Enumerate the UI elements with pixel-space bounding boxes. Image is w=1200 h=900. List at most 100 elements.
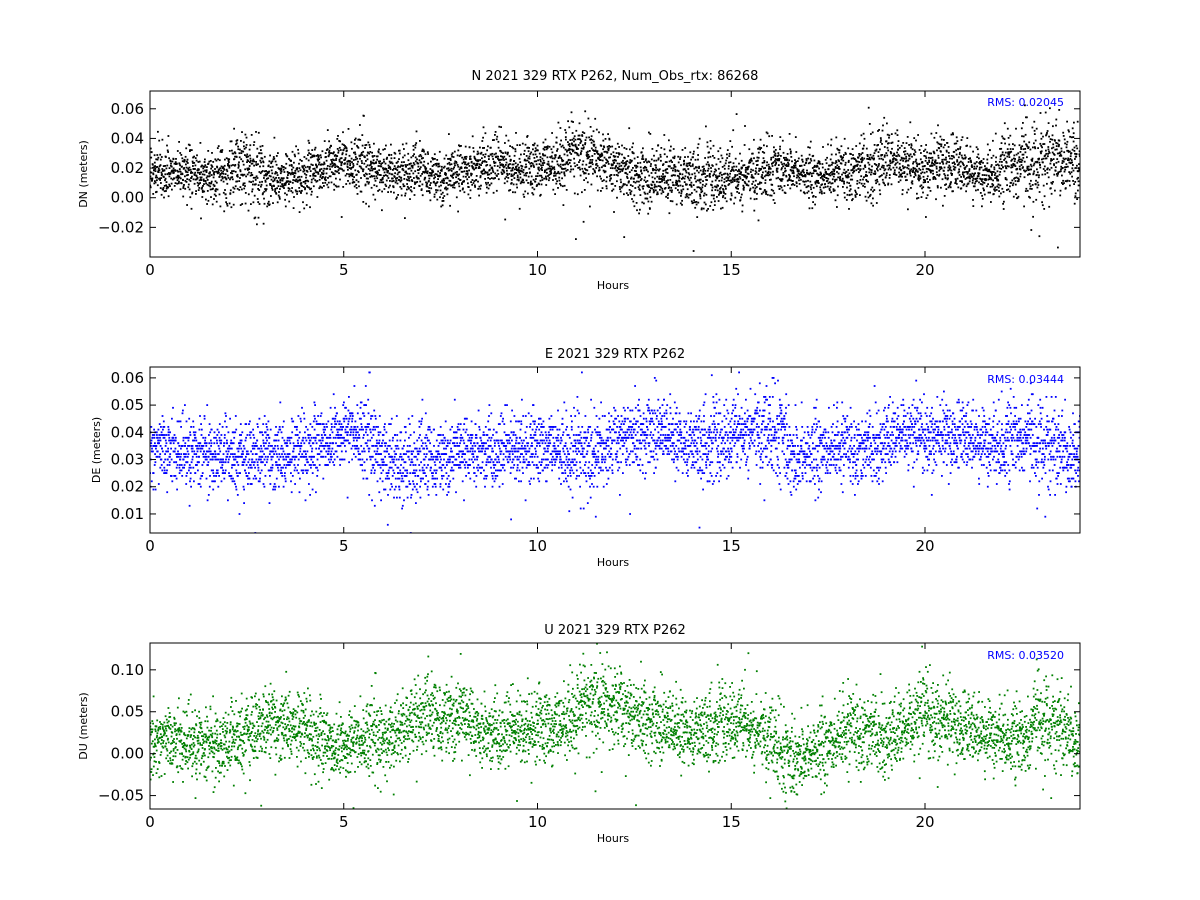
panel-north-data-point <box>557 172 559 175</box>
panel-north-data-point <box>576 164 579 166</box>
panel-north-data-point <box>535 178 537 180</box>
panel-north-data-point <box>336 138 339 140</box>
panel-north-data-point <box>680 164 682 167</box>
panel-north-data-point <box>721 166 724 168</box>
panel-north-data-point <box>486 164 489 166</box>
panel-north-data-point <box>766 174 769 176</box>
panel-north-data-point <box>876 169 879 172</box>
panel-north-data-point <box>217 145 220 147</box>
panel-north-data-point <box>964 178 967 180</box>
panel-north-data-point <box>664 187 667 189</box>
panel-north-data-point <box>737 178 740 181</box>
panel-north-data-point <box>954 182 957 184</box>
panel-north-data-point <box>398 179 401 181</box>
panel-north-data-point <box>204 169 206 172</box>
panel-north-data-point <box>575 129 578 132</box>
panel-north-data-point <box>554 154 557 156</box>
panel-north-data-point <box>350 166 353 169</box>
panel-north-data-point <box>218 176 221 178</box>
panel-north-data-point <box>170 177 173 180</box>
panel-north-data-point <box>955 183 958 185</box>
panel-north-data-point <box>819 171 822 174</box>
panel-north-data-point <box>794 159 796 161</box>
panel-north-data-point <box>549 173 552 175</box>
panel-north-data-point <box>396 166 399 169</box>
panel-north-data-point <box>833 173 836 175</box>
panel-north-data-point <box>486 149 488 152</box>
panel-north-data-point <box>151 163 154 166</box>
panel-north-data-point <box>368 164 371 167</box>
panel-north-data-point <box>185 166 188 169</box>
panel-north-data-point <box>768 173 771 176</box>
panel-north-data-point <box>171 188 173 191</box>
panel-north-data-point <box>1009 134 1012 137</box>
panel-north-data-point <box>495 189 498 192</box>
panel-north-data-point <box>687 177 690 180</box>
panel-north-data-point <box>731 181 734 183</box>
panel-north-data-point <box>221 177 224 180</box>
panel-north-data-point <box>248 180 251 183</box>
panel-north-data-point <box>889 164 891 167</box>
panel-north-data-point <box>541 157 544 160</box>
panel-north-data-point <box>658 168 661 171</box>
panel-north-data-point <box>775 162 777 165</box>
panel-north-data-point <box>485 183 488 186</box>
panel-north-data-point <box>391 180 393 183</box>
panel-north-data-point <box>514 148 517 150</box>
panel-north-data-point <box>605 187 608 190</box>
panel-north-data-point <box>1025 187 1028 190</box>
panel-north-data-point <box>754 179 757 182</box>
panel-north-data-point <box>825 172 828 174</box>
panel-north-data-point <box>260 170 263 173</box>
panel-north-data-point <box>497 155 499 158</box>
panel-north-data-point <box>603 156 606 159</box>
panel-north-data-point <box>475 163 478 165</box>
panel-north-data-point <box>331 165 334 167</box>
panel-north-data-point <box>359 124 361 126</box>
panel-north-data-point <box>501 164 504 167</box>
panel-north-data-point <box>1026 165 1029 168</box>
panel-north-data-point <box>965 190 967 193</box>
panel-north-data-point <box>999 171 1002 173</box>
panel-north-data-point <box>326 129 329 131</box>
panel-north-data-point <box>254 216 257 219</box>
panel-north-data-point <box>956 160 958 163</box>
panel-north-data-point <box>429 168 432 170</box>
panel-north-data-point <box>513 154 516 157</box>
panel-north-data-point <box>823 174 826 176</box>
panel-north-data-point <box>211 203 214 206</box>
panel-north-data-point <box>389 184 391 187</box>
panel-north-data-point <box>994 132 997 135</box>
panel-north-data-point <box>336 148 339 150</box>
panel-north-data-point <box>926 178 928 180</box>
panel-north-data-point <box>387 186 390 189</box>
panel-north-data-point <box>184 175 186 178</box>
panel-north-data-point <box>669 189 672 192</box>
panel-north-data-point <box>475 175 478 177</box>
panel-north-data-point <box>905 142 908 144</box>
panel-north-data-point <box>1004 177 1007 179</box>
panel-north-data-point <box>489 146 492 149</box>
panel-north-data-point <box>983 189 985 191</box>
panel-north-data-point <box>385 185 388 187</box>
panel-north-data-point <box>884 154 886 157</box>
panel-north-data-point <box>150 147 152 150</box>
panel-north-data-point <box>292 166 295 169</box>
panel-north-data-point <box>714 200 716 203</box>
panel-north-data-point <box>792 172 795 175</box>
panel-north-data-point <box>433 196 436 198</box>
panel-north-data-point <box>434 163 437 165</box>
panel-north-data-point <box>673 164 676 166</box>
panel-north-data-point <box>1034 183 1037 186</box>
panel-north-data-point <box>516 169 518 171</box>
panel-north-data-point <box>931 162 933 165</box>
panel-north-data-point <box>705 125 707 128</box>
panel-north-data-point <box>1021 145 1024 148</box>
panel-north-data-point <box>765 131 768 134</box>
panel-north-data-point <box>767 174 770 177</box>
panel-north-data-point <box>1015 153 1018 156</box>
panel-north-data-point <box>187 174 189 176</box>
panel-north-data-point <box>524 143 527 146</box>
panel-north-data-point <box>269 154 271 157</box>
panel-north-data-point <box>703 192 706 195</box>
